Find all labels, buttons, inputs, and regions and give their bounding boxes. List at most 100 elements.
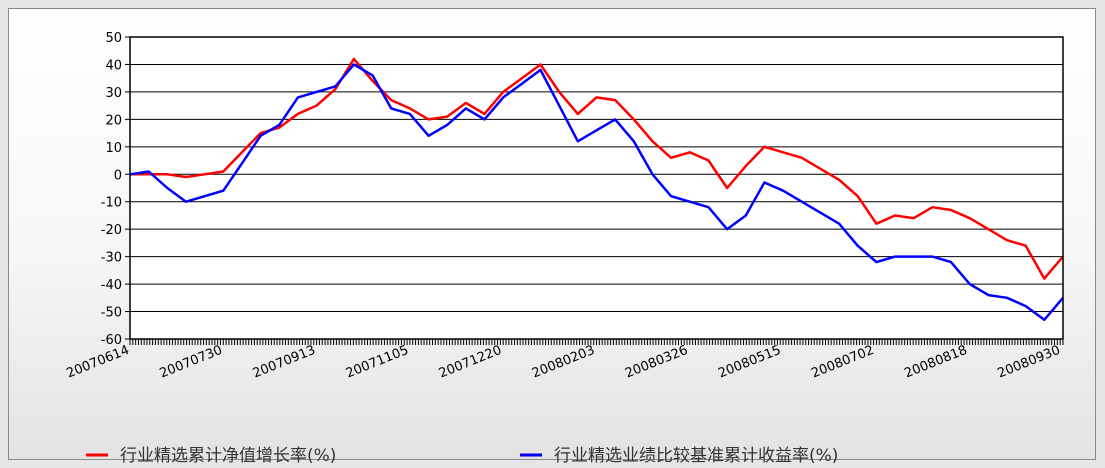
data-point xyxy=(185,200,187,203)
data-point xyxy=(689,151,691,154)
data-point xyxy=(726,228,728,230)
data-point xyxy=(353,58,355,60)
data-point xyxy=(222,170,225,173)
data-point xyxy=(558,104,560,107)
plot-area-border xyxy=(129,36,1064,340)
data-point xyxy=(297,96,299,99)
legend-label-2: 行业精选业绩比较基准累计收益率(%) xyxy=(554,446,838,466)
data-point xyxy=(763,146,766,148)
data-point xyxy=(950,209,952,211)
data-point xyxy=(894,214,896,217)
data-point xyxy=(707,206,710,209)
data-point xyxy=(446,115,449,118)
data-point xyxy=(782,151,784,154)
data-point xyxy=(465,107,467,110)
data-point xyxy=(968,283,971,285)
data-point xyxy=(670,157,672,159)
data-point xyxy=(241,151,243,154)
data-point xyxy=(166,173,169,176)
data-point xyxy=(931,206,934,209)
x-tick-label: 20080818 xyxy=(902,343,969,382)
data-point xyxy=(1024,305,1027,307)
plot-area-background xyxy=(130,37,1063,339)
x-tick-label: 20080203 xyxy=(530,343,597,382)
data-point xyxy=(353,63,355,66)
data-point xyxy=(838,222,840,225)
data-point xyxy=(166,187,169,189)
y-tick-label: -30 xyxy=(101,251,122,266)
legend-label-1: 行业精选累计净值增长率(%) xyxy=(120,446,336,466)
legend: 行业精选累计净值增长率(%) 行业精选业绩比较基准累计收益率(%) xyxy=(86,446,838,466)
data-point xyxy=(987,228,990,230)
y-tick-label: 20 xyxy=(105,113,122,128)
data-point xyxy=(912,255,915,258)
data-point xyxy=(1024,244,1027,247)
data-point xyxy=(819,211,822,214)
data-point xyxy=(203,195,206,198)
x-tick-label: 20080515 xyxy=(716,343,783,382)
x-tick-label: 20080930 xyxy=(996,343,1063,382)
data-point xyxy=(315,91,318,93)
data-point xyxy=(614,99,616,101)
y-tick-label: 50 xyxy=(105,31,122,46)
data-point xyxy=(633,140,635,143)
data-point xyxy=(334,88,337,90)
x-tick-label: 20070913 xyxy=(251,343,318,382)
data-point xyxy=(1006,239,1008,241)
data-point xyxy=(595,129,598,132)
data-point xyxy=(409,113,411,115)
x-tick-label: 20080326 xyxy=(623,343,690,382)
y-tick-label: 40 xyxy=(105,58,122,73)
data-point xyxy=(446,124,449,126)
data-point xyxy=(315,104,318,107)
data-point xyxy=(427,135,430,137)
data-point xyxy=(147,170,150,173)
x-tick-label: 20070614 xyxy=(65,343,132,382)
data-point xyxy=(147,173,150,176)
y-axis: 50 40 30 20 10 0 -10 -20 -30 -40 -50 -60 xyxy=(101,31,130,348)
data-point xyxy=(390,99,393,101)
data-point xyxy=(390,107,393,110)
data-point xyxy=(819,167,822,170)
data-point xyxy=(987,294,990,296)
data-point xyxy=(744,214,747,217)
data-point xyxy=(968,217,971,219)
data-point xyxy=(595,96,598,99)
data-point xyxy=(875,261,878,263)
data-point xyxy=(800,200,803,203)
data-point xyxy=(558,91,560,93)
y-tick-label: -10 xyxy=(101,196,122,211)
data-point xyxy=(614,118,616,121)
data-point xyxy=(912,217,915,219)
data-point xyxy=(763,181,766,184)
data-point xyxy=(278,124,281,126)
data-point xyxy=(651,173,654,176)
data-point xyxy=(241,162,243,165)
data-point xyxy=(371,80,374,82)
data-point xyxy=(707,159,710,162)
data-point xyxy=(950,261,952,263)
data-point xyxy=(875,222,878,225)
y-tick-label: 0 xyxy=(114,168,122,183)
data-point xyxy=(1043,277,1046,280)
data-point xyxy=(838,178,840,181)
y-tick-label: -20 xyxy=(101,223,122,238)
data-point xyxy=(577,113,579,115)
series-lines xyxy=(129,57,1064,322)
x-tick-label: 20070730 xyxy=(158,343,225,382)
data-point xyxy=(577,140,579,143)
data-point xyxy=(539,63,542,66)
data-point xyxy=(539,69,542,71)
data-point xyxy=(502,91,505,93)
data-point xyxy=(782,189,784,192)
y-tick-label: 30 xyxy=(105,86,122,101)
data-point xyxy=(185,176,187,178)
data-point xyxy=(894,255,896,258)
x-tick-label: 20080702 xyxy=(809,343,876,382)
data-point xyxy=(931,255,934,258)
data-point xyxy=(297,113,299,115)
data-point xyxy=(427,118,430,121)
y-tick-label: -40 xyxy=(101,278,122,293)
data-point xyxy=(1006,297,1008,299)
y-tick-label: 10 xyxy=(105,141,122,156)
